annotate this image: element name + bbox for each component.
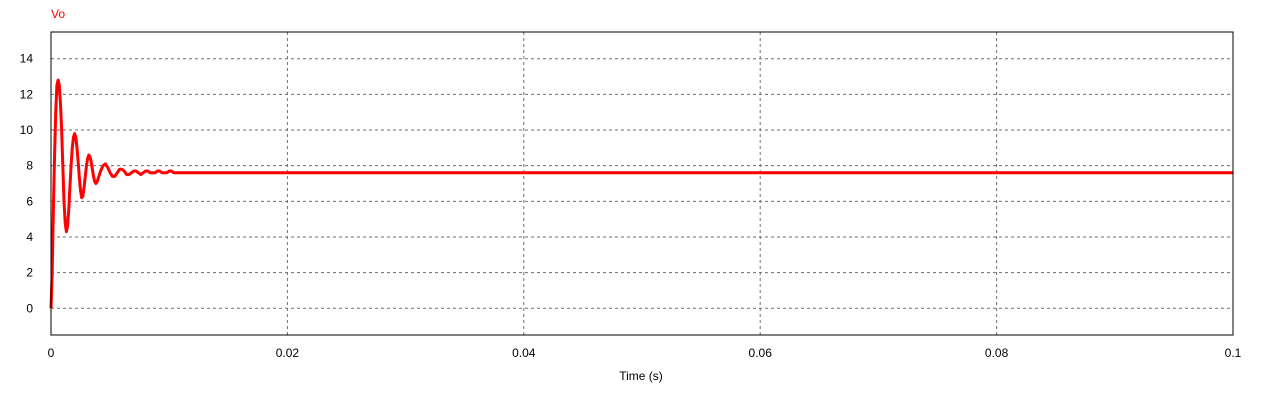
grid bbox=[51, 32, 1233, 335]
series-line-vo bbox=[49, 78, 1233, 309]
y-tick-label: 0 bbox=[26, 301, 33, 315]
x-tick-label: 0.06 bbox=[749, 346, 773, 360]
plot-area-frame bbox=[50, 31, 1234, 336]
y-tick-label: 2 bbox=[26, 266, 33, 280]
x-axis-title: Time (s) bbox=[619, 369, 663, 383]
legend-series-label: Vo bbox=[51, 7, 65, 21]
series-layer bbox=[49, 78, 1233, 309]
x-tick-label: 0.02 bbox=[276, 346, 300, 360]
y-tick-label: 4 bbox=[26, 230, 33, 244]
x-tick-label: 0.08 bbox=[985, 346, 1009, 360]
y-axis-ticks: 0 2 4 6 8 10 12 14 bbox=[20, 52, 34, 316]
y-tick-label: 10 bbox=[20, 123, 34, 137]
y-tick-label: 14 bbox=[20, 52, 34, 66]
y-tick-label: 12 bbox=[20, 87, 34, 101]
x-tick-label: 0.1 bbox=[1225, 346, 1242, 360]
x-axis-ticks: 0 0.02 0.04 0.06 0.08 0.1 bbox=[48, 346, 1242, 360]
y-tick-label: 6 bbox=[26, 194, 33, 208]
x-tick-label: 0.04 bbox=[512, 346, 536, 360]
x-tick-label: 0 bbox=[48, 346, 55, 360]
y-tick-label: 8 bbox=[26, 159, 33, 173]
